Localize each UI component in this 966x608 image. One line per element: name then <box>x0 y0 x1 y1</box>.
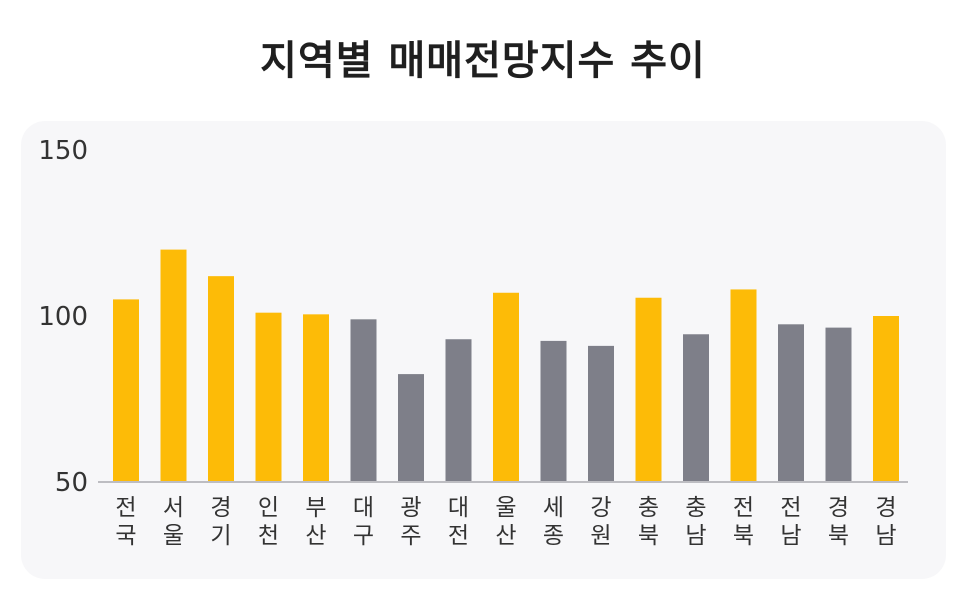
bar-1 <box>160 249 187 482</box>
y-tick-label: 50 <box>55 468 88 498</box>
chart-title: 지역별 매매전망지수 추이 <box>260 38 706 84</box>
bar-3 <box>255 312 282 482</box>
bar-6 <box>398 374 424 482</box>
y-tick-label: 100 <box>38 302 88 332</box>
bar-15 <box>825 327 852 482</box>
bar-16 <box>873 316 899 482</box>
bar-2 <box>208 276 234 482</box>
bar-5 <box>350 319 377 482</box>
x-axis-labels: 전 국 서 울 경 기 인 천 부 산 대 구 광 주 대 전 울 산 세 종 강 원 충 북 충 남 전 북 전 남 경 북 경 남 <box>115 495 896 549</box>
y-tick-label: 150 <box>38 136 88 166</box>
bar-11 <box>635 297 662 482</box>
bar-10 <box>588 345 614 482</box>
bar-14 <box>778 324 804 482</box>
bars <box>113 249 899 482</box>
bar-7 <box>445 339 472 482</box>
bar-13 <box>730 289 757 482</box>
bar-8 <box>493 292 519 482</box>
bar-12 <box>683 334 709 482</box>
y-axis-ticks: 50 100 150 <box>38 136 88 498</box>
bar-0 <box>113 299 139 482</box>
bar-9 <box>540 340 567 482</box>
bar-4 <box>303 314 329 482</box>
